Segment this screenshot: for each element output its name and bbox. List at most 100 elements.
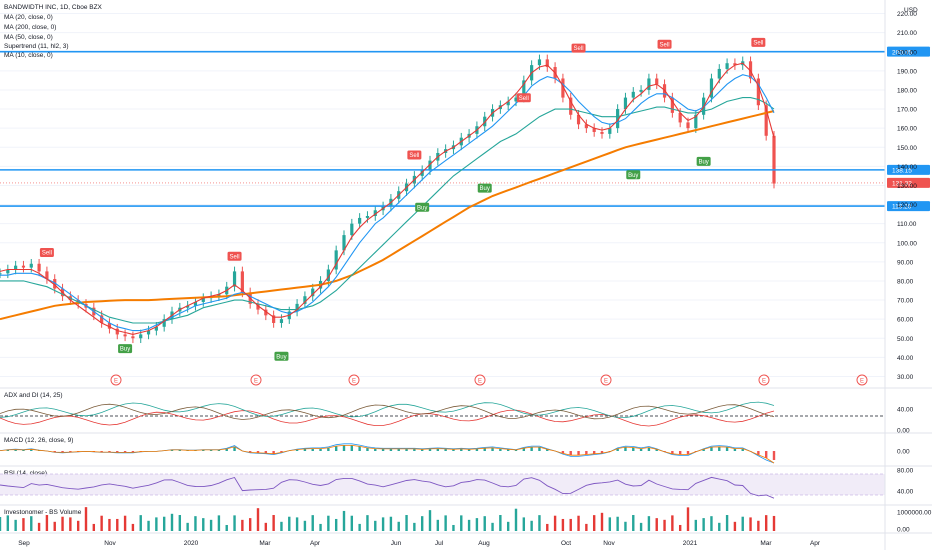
volume-bar xyxy=(632,515,635,531)
macd-bar xyxy=(460,448,463,451)
macd-bar xyxy=(209,449,213,451)
price-candle xyxy=(748,61,753,79)
macd-bar xyxy=(546,449,549,451)
price-candle xyxy=(139,334,143,339)
level-tag[interactable] xyxy=(887,164,930,175)
x-tick-label: 2020 xyxy=(184,540,199,547)
volume-bar xyxy=(592,515,596,531)
volume-bar xyxy=(538,515,541,531)
earnings-icon[interactable] xyxy=(758,374,770,386)
supertrend-signals: Sell Buy Sell Buy Sell Buy Buy Sell Sell Buy Sell B… xyxy=(39,37,766,361)
earnings-icon[interactable] xyxy=(250,374,262,386)
price-candle xyxy=(37,263,41,272)
price-candle xyxy=(694,114,698,129)
legend: BANDWIDTH INC, 1D, Cboe BZX MA (20, clos… xyxy=(4,4,103,59)
price-candle xyxy=(717,68,721,79)
macd-bar xyxy=(420,449,424,451)
macd-bar xyxy=(350,445,354,451)
macd-bar xyxy=(131,451,135,453)
macd-bar xyxy=(647,447,651,451)
last-price-tag[interactable] xyxy=(887,177,930,188)
macd-bar xyxy=(272,451,275,454)
macd-bar xyxy=(303,448,307,451)
macd-bar xyxy=(632,447,635,451)
earnings-letter: E xyxy=(352,378,356,384)
volume-bar xyxy=(389,516,393,531)
macd-bar xyxy=(585,451,588,455)
x-tick-label: Jul xyxy=(435,540,444,547)
price-candle xyxy=(569,97,573,115)
volume-bar xyxy=(280,521,283,531)
pane-tick-label: 40.00 xyxy=(897,407,914,414)
macd-bar xyxy=(22,449,25,451)
price-candle xyxy=(272,315,276,323)
price-candle xyxy=(217,294,221,297)
y-tick-label: 110.00 xyxy=(897,221,917,228)
macd-bar xyxy=(522,448,526,451)
macd-bar xyxy=(30,449,33,451)
price-axis[interactable]: 220.00 210.00 200.00 190.00 180.00 170.00 160.… xyxy=(884,0,917,550)
macd-bar xyxy=(499,448,502,451)
pane-tick-label: 80.00 xyxy=(897,468,914,475)
price-candle xyxy=(311,288,315,297)
macd-bar xyxy=(452,449,455,451)
y-tick-label: 130.00 xyxy=(897,183,917,190)
macd-bar xyxy=(428,448,432,451)
volume-bar xyxy=(327,515,330,531)
price-candle xyxy=(303,296,307,304)
volume-bar xyxy=(272,515,275,531)
macd-bar xyxy=(6,449,10,451)
earnings-icon[interactable] xyxy=(348,374,360,386)
buy-signal-label: Buy xyxy=(417,205,427,211)
symbol-title: BANDWIDTH INC, 1D, Cboe BZX xyxy=(4,4,103,11)
y-tick-label: 170.00 xyxy=(897,107,917,114)
macd-bar xyxy=(233,446,236,451)
earnings-icon[interactable] xyxy=(110,374,122,386)
macd-bar xyxy=(600,451,604,454)
volume-bar xyxy=(162,516,166,531)
x-tick-label: Aug xyxy=(478,540,490,547)
earnings-icon[interactable] xyxy=(856,374,868,386)
y-tick-label: 70.00 xyxy=(897,298,914,305)
level-tag[interactable] xyxy=(887,46,930,57)
earnings-icon[interactable] xyxy=(474,374,486,386)
x-tick-label: Apr xyxy=(810,540,821,547)
buy-signal-badge xyxy=(274,351,289,361)
sell-signal-label: Sell xyxy=(753,40,763,46)
macd-bar xyxy=(170,449,174,451)
volume-bar xyxy=(288,516,291,531)
buy-signal-label: Buy xyxy=(698,159,708,165)
price-candle xyxy=(358,217,362,224)
macd-bar xyxy=(319,448,322,451)
price-candle xyxy=(483,116,487,127)
volume-bar xyxy=(22,518,25,531)
volume-bar xyxy=(350,515,354,531)
macd-bar xyxy=(248,451,252,453)
price-candle xyxy=(154,326,158,331)
horizontal-levels[interactable]: 200.05 138.15 119.20 131.32 xyxy=(0,46,930,212)
macd-bar xyxy=(475,448,479,451)
volume-bar xyxy=(194,516,197,531)
y-tick-label: 80.00 xyxy=(897,278,914,285)
volume-bar xyxy=(741,516,744,531)
x-tick-label: Apr xyxy=(310,540,321,547)
price-candle xyxy=(522,80,526,98)
macd-bar xyxy=(506,449,510,451)
price-candle xyxy=(608,128,612,134)
legend-ma50: MA (50, close, 0) xyxy=(4,34,53,41)
macd-bar xyxy=(53,451,56,453)
level-tag[interactable] xyxy=(887,201,930,212)
price-candle xyxy=(639,89,643,92)
sell-signal-badge xyxy=(657,39,672,49)
earnings-icon[interactable] xyxy=(600,374,612,386)
price-candle xyxy=(725,63,729,69)
price-candle xyxy=(678,112,682,123)
macd-bar xyxy=(671,451,674,454)
level-label: 200.05 xyxy=(892,49,912,56)
macd-bar xyxy=(397,448,400,451)
y-tick-label: 40.00 xyxy=(897,355,914,362)
price-candle xyxy=(756,78,760,106)
y-tick-label: 200.00 xyxy=(897,49,917,56)
time-axis[interactable]: Sep Nov 2020 Mar Apr Jun Jul Aug Oct Nov 2021 Mar Ap… xyxy=(0,532,932,547)
